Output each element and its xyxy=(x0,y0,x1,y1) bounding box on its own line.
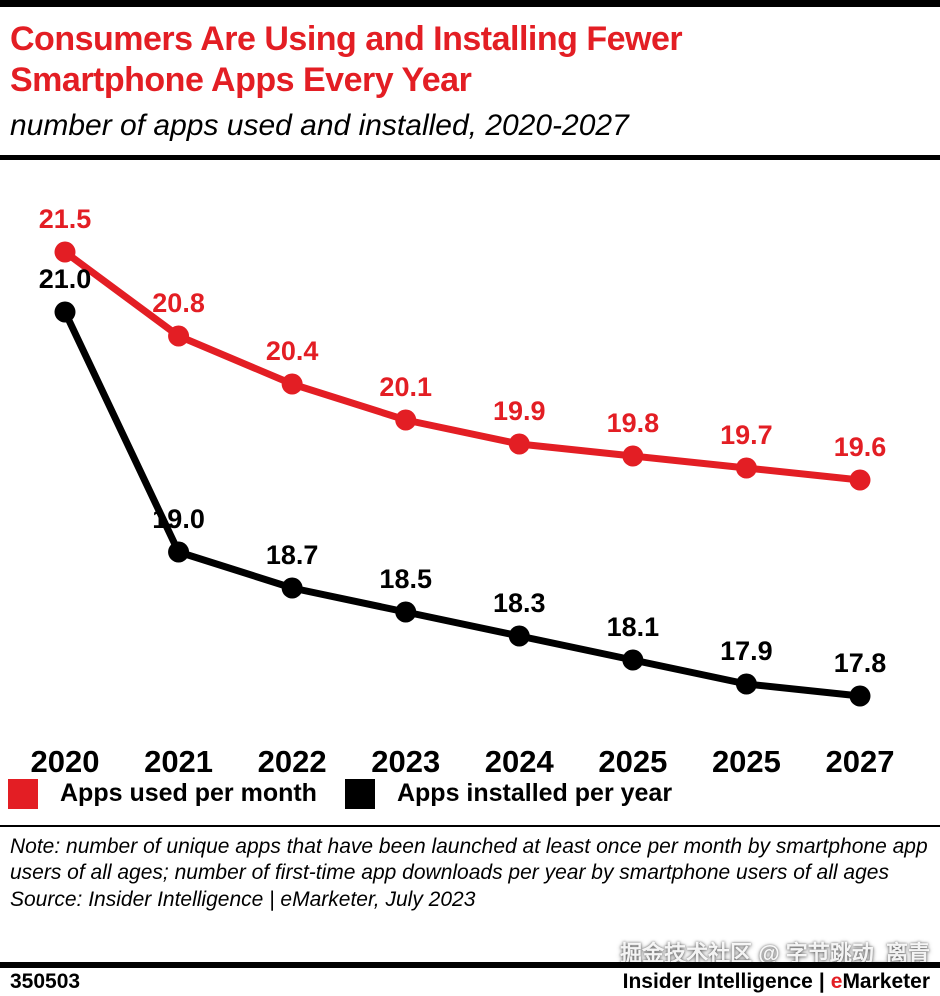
chart-id: 350503 xyxy=(10,970,81,993)
svg-text:19.8: 19.8 xyxy=(607,408,660,438)
legend-swatch-black xyxy=(344,778,375,809)
top-rule xyxy=(0,0,940,7)
chart-legend: Apps used per month Apps installed per y… xyxy=(0,778,940,809)
brand-insider-intelligence: Insider Intelligence xyxy=(622,970,813,993)
page-title: Consumers Are Using and Installing Fewer… xyxy=(10,19,930,101)
svg-text:20.4: 20.4 xyxy=(266,336,319,366)
note-text: Note: number of unique apps that have be… xyxy=(10,834,928,885)
note-divider xyxy=(0,824,940,827)
brand-separator: | xyxy=(818,970,825,993)
svg-text:18.3: 18.3 xyxy=(493,588,546,618)
svg-text:18.1: 18.1 xyxy=(607,612,660,642)
chart-header: Consumers Are Using and Installing Fewer… xyxy=(0,7,940,143)
note-block: Note: number of unique apps that have be… xyxy=(0,827,940,913)
svg-text:2025: 2025 xyxy=(712,744,781,779)
header-divider xyxy=(0,154,940,160)
svg-text:18.7: 18.7 xyxy=(266,540,319,570)
legend-item-apps-used: Apps used per month xyxy=(8,778,317,809)
svg-text:20.1: 20.1 xyxy=(379,372,432,402)
line-chart: 21.5 20.8 20.4 20.1 19.9 19.8 19.7 19.6 21.0 19.0… xyxy=(31,204,895,779)
legend-label-apps-used: Apps used per month xyxy=(60,779,317,808)
svg-text:2022: 2022 xyxy=(258,744,327,779)
svg-text:18.5: 18.5 xyxy=(379,564,432,594)
chart-footer: 350503 Insider Intelligence | eMarketer xyxy=(0,968,940,996)
brand-emarketer-e: e xyxy=(830,970,843,993)
svg-text:2025: 2025 xyxy=(598,744,667,779)
svg-text:19.0: 19.0 xyxy=(152,504,205,534)
footer-rule xyxy=(0,962,940,968)
title-line-1: Consumers Are Using and Installing Fewer xyxy=(10,20,683,58)
legend-item-apps-installed: Apps installed per year xyxy=(344,778,673,809)
svg-text:2021: 2021 xyxy=(144,744,213,779)
svg-text:2020: 2020 xyxy=(31,744,100,779)
legend-swatch-red xyxy=(8,778,38,809)
svg-text:21.0: 21.0 xyxy=(39,264,92,294)
svg-text:21.5: 21.5 xyxy=(39,204,92,234)
svg-text:2024: 2024 xyxy=(485,744,555,779)
svg-text:20.8: 20.8 xyxy=(152,288,205,318)
chart-subtitle: number of apps used and installed, 2020-… xyxy=(10,108,629,142)
svg-text:17.9: 17.9 xyxy=(720,636,773,666)
brand-line: Insider Intelligence | eMarketer xyxy=(623,970,930,994)
title-line-2: Smartphone Apps Every Year xyxy=(10,60,472,99)
source-text: Source: Insider Intelligence | eMarketer… xyxy=(10,887,476,911)
watermark: 掘金技术社区 @ 字节跳动_离青 xyxy=(620,941,930,966)
legend-label-apps-installed: Apps installed per year xyxy=(396,779,673,808)
svg-text:19.6: 19.6 xyxy=(834,432,887,462)
svg-text:19.7: 19.7 xyxy=(720,420,773,450)
svg-text:19.9: 19.9 xyxy=(493,396,546,426)
svg-text:2027: 2027 xyxy=(826,744,895,779)
brand-emarketer: eMarketer xyxy=(831,970,930,993)
svg-text:17.8: 17.8 xyxy=(834,648,887,678)
svg-text:2023: 2023 xyxy=(371,744,440,779)
brand-emarketer-rest: Marketer xyxy=(842,970,930,993)
